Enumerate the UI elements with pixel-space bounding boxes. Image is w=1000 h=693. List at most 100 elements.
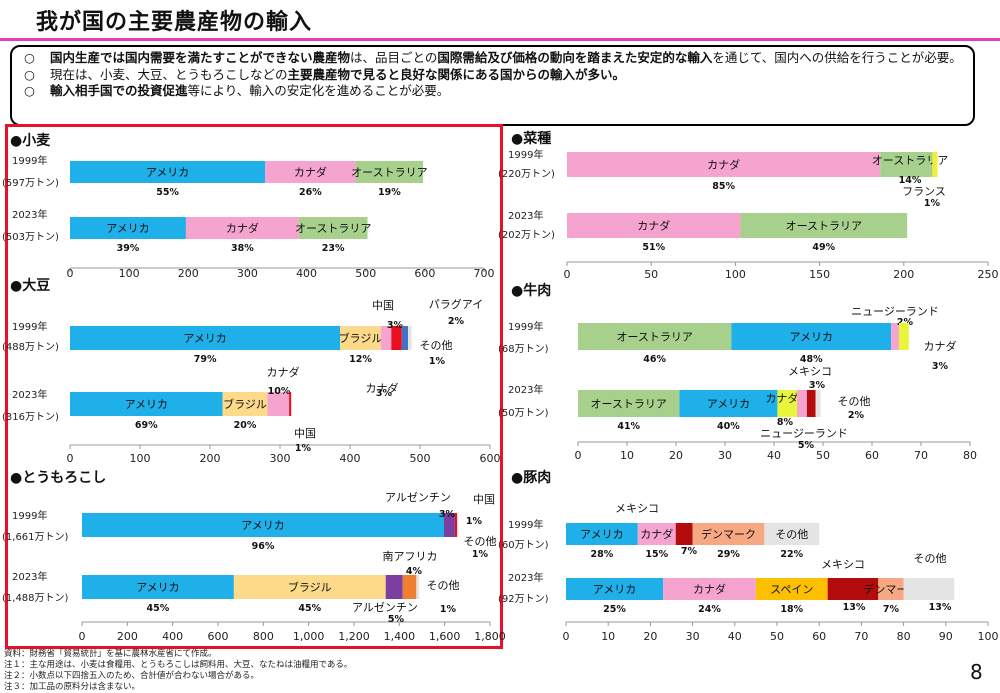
segment-name-label: メキシコ <box>788 365 832 378</box>
x-tick-label: 0 <box>67 452 74 465</box>
segment-pct-label: 5% <box>388 614 405 625</box>
chart-title: ●菜種 <box>511 130 551 147</box>
bar-segment <box>70 217 186 239</box>
bar-segment <box>355 161 424 183</box>
segment-name-label: カナダ <box>766 391 799 405</box>
bar-segment <box>578 390 680 417</box>
segment-name-label: 南アフリカ <box>383 550 438 563</box>
x-tick-label: 600 <box>414 267 435 280</box>
segment-pct-label: 22% <box>780 549 803 560</box>
bar-segment <box>401 326 409 350</box>
x-tick-label: 200 <box>178 267 199 280</box>
x-tick-label: 100 <box>978 630 999 643</box>
bar-segment <box>457 513 459 537</box>
row-total-label: (503万トン) <box>2 232 59 243</box>
x-tick-label: 300 <box>237 267 258 280</box>
bar-segment <box>289 392 292 416</box>
segment-pct-label: 2% <box>848 410 865 421</box>
x-tick-label: 100 <box>130 452 151 465</box>
segment-pct-label: 20% <box>234 420 257 431</box>
bar-segment <box>82 513 444 537</box>
row-year-label: 2023年 <box>508 209 543 222</box>
x-tick-label: 10 <box>601 630 615 643</box>
segment-pct-label: 96% <box>252 541 275 552</box>
x-tick-label: 600 <box>208 630 229 643</box>
page-number: 8 <box>970 660 983 684</box>
segment-name-label: カナダ <box>637 219 670 233</box>
row-total-label: (1,661万トン) <box>2 532 69 543</box>
x-tick-label: 20 <box>669 449 683 462</box>
x-tick-label: 80 <box>897 630 911 643</box>
segment-pct-label: 51% <box>642 242 665 253</box>
bar-segment <box>70 326 341 350</box>
bar-segment <box>443 513 455 537</box>
segment-name-label: オーストラリア <box>351 166 427 179</box>
x-tick-label: 600 <box>480 452 501 465</box>
segment-name-label: オーストラリア <box>590 398 666 411</box>
bar-segment <box>185 217 299 239</box>
segment-pct-label: 2% <box>448 316 465 327</box>
segment-pct-label: 69% <box>135 420 158 431</box>
segment-name-label: スペイン <box>770 583 813 596</box>
row-year-label: 1999年 <box>508 518 543 531</box>
summary-text: 現在は、小麦、大豆、とうもろこしなどの主要農産物で見ると良好な関係にある国からの… <box>50 66 626 82</box>
segment-pct-label: 23% <box>322 243 345 254</box>
x-tick-label: 400 <box>162 630 183 643</box>
segment-name-label: アメリカ <box>580 528 623 541</box>
row-year-label: 1999年 <box>508 148 543 161</box>
bar-segment <box>764 523 820 545</box>
segment-name-label: 中国 <box>473 493 495 506</box>
segment-pct-label: 79% <box>194 354 217 365</box>
segment-pct-label: 49% <box>812 242 835 253</box>
row-year-label: 2023年 <box>12 570 47 583</box>
segment-name-label: ブラジル <box>339 331 383 345</box>
segment-name-label: ニュージーランド <box>760 427 848 440</box>
bar-segment <box>233 575 386 599</box>
segment-pct-label: 28% <box>590 549 613 560</box>
segment-name-label: アメリカ <box>707 398 750 411</box>
segment-name-label: オーストラリア <box>295 222 371 235</box>
summary-text: 国内生産では国内需要を満たすことができない農産物は、品目ごとの国際需給及び価格の… <box>50 50 962 65</box>
bar-segment <box>898 323 909 350</box>
segment-name-label: アメリカ <box>106 222 149 235</box>
segment-name-label: メキシコ <box>615 502 659 515</box>
bar-segment <box>70 161 266 183</box>
row-total-label: (220万トン) <box>498 169 555 180</box>
x-tick-label: 400 <box>340 452 361 465</box>
segment-name-label: メキシコ <box>821 558 865 571</box>
segment-name-label: カナダ <box>267 365 300 379</box>
bar-segment <box>567 152 881 177</box>
bar-segment <box>740 213 908 238</box>
page-title: 我が国の主要農産物の輸入 <box>36 10 313 35</box>
segment-name-label: フランス <box>902 185 946 198</box>
bar-segment <box>340 326 381 350</box>
row-year-label: 2023年 <box>12 208 47 221</box>
bar-segment <box>416 575 420 599</box>
segment-name-label: ブラジル <box>288 580 332 594</box>
x-tick-label: 1,200 <box>338 630 370 643</box>
title-rule <box>0 38 1000 41</box>
row-total-label: (202万トン) <box>498 230 555 241</box>
segment-name-label: パラグアイ <box>429 297 483 311</box>
chart-title: ●豚肉 <box>511 469 551 486</box>
x-tick-label: 200 <box>893 268 914 281</box>
segment-pct-label: 1% <box>472 549 489 560</box>
summary-item: ○ 国内生産では国内需要を満たすことができない農産物は、品目ごとの国際需給及び価格… <box>24 50 963 67</box>
highlight-box <box>5 124 503 649</box>
bar-segment <box>731 323 892 350</box>
segment-name-label: アメリカ <box>183 332 226 345</box>
x-tick-label: 30 <box>686 630 700 643</box>
segment-name-label: その他 <box>420 339 453 352</box>
segment-name-label: カナダ <box>707 158 740 172</box>
bar-segment <box>70 392 223 416</box>
x-tick-label: 30 <box>718 449 732 462</box>
segment-name-label: カナダ <box>924 339 957 353</box>
bar-segment <box>806 390 816 417</box>
segment-pct-label: 8% <box>777 417 794 428</box>
segment-name-label: オーストラリア <box>872 154 948 167</box>
segment-name-label: 中国 <box>372 299 394 312</box>
row-total-label: (50万トン) <box>498 408 549 419</box>
bar-segment <box>566 578 664 600</box>
bar-segment <box>380 326 392 350</box>
x-tick-label: 0 <box>575 449 582 462</box>
